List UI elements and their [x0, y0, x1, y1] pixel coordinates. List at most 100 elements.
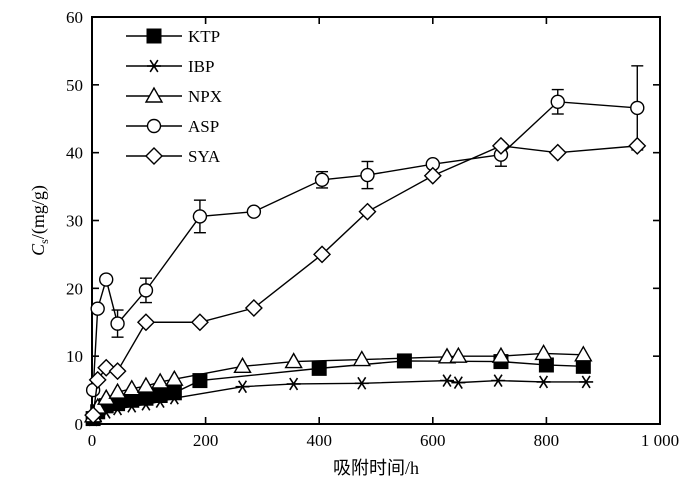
series-npx	[83, 344, 593, 423]
data-point-asp	[360, 167, 375, 183]
legend-item-ktp: KTP	[126, 27, 220, 46]
legend-label: SYA	[188, 147, 221, 166]
data-point-ktp	[396, 353, 412, 369]
y-tick-label: 60	[66, 8, 83, 27]
y-tick-label: 50	[66, 76, 83, 95]
data-point-asp	[110, 316, 125, 331]
data-point-sya	[84, 406, 103, 425]
data-point-sya	[88, 370, 107, 389]
data-point-npx	[108, 382, 127, 399]
data-point-npx	[136, 376, 156, 393]
data-point-ktp	[311, 360, 327, 376]
data-point-sya	[548, 143, 567, 162]
data-point-npx	[491, 346, 511, 363]
data-point-asp	[314, 172, 330, 188]
data-point-ibp	[354, 376, 369, 390]
data-point-npx	[352, 350, 372, 367]
y-axis-label-main: C	[28, 243, 48, 256]
y-tick-label: 0	[75, 415, 84, 434]
data-point-ibp	[167, 391, 182, 405]
legend-label: KTP	[188, 27, 220, 46]
data-point-npx	[150, 372, 170, 389]
asterisk-stroke	[169, 391, 179, 405]
data-point-ibp	[286, 377, 301, 391]
series-line-asp	[92, 101, 638, 391]
data-point-ibp	[440, 374, 454, 387]
legend-item-npx: NPX	[126, 86, 222, 106]
x-tick-label: 400	[306, 431, 332, 450]
x-tick-label: 0	[88, 431, 97, 450]
series-line-ibp	[92, 379, 587, 421]
asterisk-stroke	[101, 406, 111, 419]
asterisk-stroke	[149, 59, 159, 73]
x-tick-label: 200	[193, 431, 219, 450]
data-point-asp	[192, 209, 208, 224]
asterisk-stroke	[357, 376, 367, 390]
asterisk-stroke	[155, 395, 165, 408]
data-point-asp	[138, 283, 154, 298]
legend-label: NPX	[188, 87, 222, 106]
legend-label: ASP	[188, 117, 219, 136]
legend-marker-asp	[146, 118, 162, 134]
data-point-ktp	[192, 373, 208, 389]
data-point-sya	[628, 136, 647, 155]
data-point-npx	[165, 369, 184, 386]
data-point-ibp	[491, 374, 506, 387]
data-point-sya	[108, 362, 127, 381]
x-axis-label: 吸附时间/h	[333, 458, 419, 478]
asterisk-stroke	[289, 377, 299, 391]
data-point-sya	[358, 202, 377, 221]
data-point-sya	[313, 245, 332, 264]
asterisk-stroke	[539, 375, 549, 389]
x-tick-label: 1 000	[641, 431, 679, 450]
x-tick-label: 800	[534, 431, 560, 450]
asterisk-stroke	[493, 374, 503, 387]
asterisk-stroke	[442, 374, 452, 387]
series-layer	[83, 65, 647, 427]
legend-marker-sya	[145, 147, 163, 165]
legend-label: IBP	[188, 57, 214, 76]
data-point-ibp	[124, 399, 139, 413]
data-point-npx	[122, 379, 141, 396]
series-ktp	[85, 353, 591, 427]
data-point-npx	[449, 346, 468, 363]
data-point-asp	[246, 204, 262, 219]
asterisk-stroke	[581, 375, 591, 389]
data-point-npx	[574, 345, 593, 362]
data-point-asp	[630, 100, 645, 116]
data-point-asp	[90, 301, 105, 316]
data-point-ibp	[451, 376, 466, 390]
y-tick-label: 20	[66, 279, 83, 298]
data-point-sya	[136, 313, 155, 332]
data-point-ibp	[110, 402, 125, 416]
y-tick-label: 40	[66, 144, 83, 163]
asterisk-stroke	[453, 376, 463, 390]
data-point-npx	[284, 352, 303, 369]
y-axis-label-unit: /(mg/g)	[28, 185, 49, 239]
asterisk-stroke	[237, 380, 248, 394]
series-sya	[84, 136, 647, 425]
data-point-asp	[550, 94, 565, 109]
data-point-ibp	[579, 375, 594, 389]
legend-item-asp: ASP	[126, 117, 219, 136]
x-tick-label: 600	[420, 431, 446, 450]
data-point-ibp	[536, 375, 551, 389]
asterisk-stroke	[141, 397, 151, 411]
data-point-npx	[233, 356, 252, 374]
series-asp	[85, 65, 645, 398]
legend-item-ibp: IBP	[126, 57, 214, 76]
asterisk-stroke	[113, 402, 123, 416]
data-point-ibp	[153, 395, 168, 408]
data-point-sya	[190, 313, 209, 332]
legend-marker-ktp	[146, 28, 162, 44]
y-axis-label-sub: s	[37, 239, 51, 244]
legend-item-sya: SYA	[126, 147, 221, 166]
legend: KTP IBP NPX ASP SYA	[126, 27, 222, 166]
data-point-sya	[423, 166, 442, 185]
y-tick-label: 10	[66, 347, 83, 366]
y-axis-label: Cs/(mg/g)	[28, 185, 51, 256]
legend-marker-ibp	[147, 59, 161, 73]
data-point-asp	[98, 272, 114, 287]
data-point-npx	[534, 344, 553, 361]
